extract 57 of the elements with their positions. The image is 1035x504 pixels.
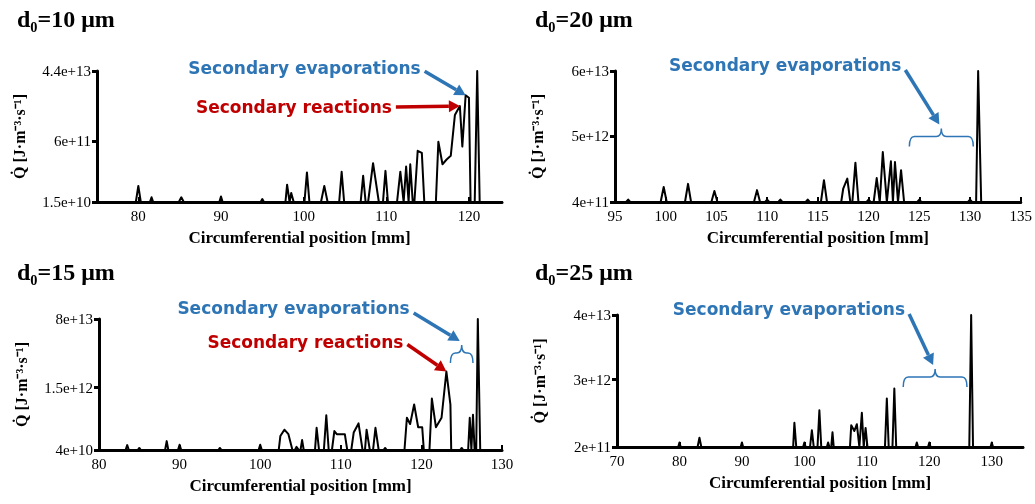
y-tick-label: 1.5e+10 [42,194,91,210]
x-tick-label: 125 [908,207,931,224]
x-tick-label: 95 [607,207,623,224]
x-tick-label: 100 [248,455,272,472]
x-tick-label: 80 [91,455,107,472]
x-tick-label: 135 [1009,207,1032,224]
x-axis-title: Circumferential position [mm] [189,476,412,495]
y-tick-label: 2e+11 [573,439,611,455]
x-axis-title: Circumferential position [mm] [708,473,932,492]
x-tick-label: 100 [793,452,816,469]
x-tick-label: 90 [213,207,229,224]
chart-title: d₀=10 μm [17,6,115,32]
x-axis-title: Circumferential position [mm] [706,228,929,247]
y-tick-label: 6e+13 [571,63,609,79]
x-tick-label: 120 [410,455,433,472]
y-tick-label: 4.4e+13 [42,63,91,79]
x-tick-label: 110 [375,207,398,224]
y-axis-title: Q̇ [J·m⁻³·s⁻¹] [11,342,30,427]
x-tick-label: 120 [918,452,941,469]
y-tick-label: 5e+12 [571,127,609,144]
y-axis-title: Q̇ [J·m⁻³·s⁻¹] [527,94,546,179]
x-tick-label: 100 [654,207,677,224]
y-tick-label: 1.5e+12 [44,379,93,396]
chart-title: d₀=20 μm [535,6,633,32]
annotation: Secondary reactions [207,331,404,352]
y-axis-title: Q̇ [J·m⁻³·s⁻¹] [9,94,28,179]
x-tick-label: 110 [329,455,352,472]
x-tick-label: 110 [855,452,878,469]
x-tick-label: 130 [958,207,982,224]
x-tick-label: 80 [130,207,146,224]
x-tick-label: 110 [756,207,779,224]
x-tick-label: 115 [806,207,829,224]
y-tick-label: 6e+11 [53,133,91,150]
y-axis-title: Q̇ [J·m⁻³·s⁻¹] [529,338,548,424]
x-axis-title: Circumferential position [mm] [188,228,411,247]
annotation: Secondary evaporations [188,58,421,79]
x-tick-label: 90 [172,455,188,472]
x-tick-label: 90 [734,452,750,469]
x-tick-label: 80 [671,452,687,469]
y-tick-label: 3e+12 [573,371,611,388]
y-tick-label: 4e+13 [573,307,611,323]
x-tick-label: 70 [609,452,625,469]
chart-title: d₀=25 μm [535,259,633,285]
y-tick-label: 8e+13 [55,311,93,327]
y-tick-label: 4e+10 [55,442,93,458]
x-tick-label: 120 [857,207,880,224]
annotation: Secondary reactions [195,96,392,117]
x-tick-label: 100 [292,207,315,224]
x-tick-label: 130 [980,452,1004,469]
y-tick-label: 4e+11 [571,194,609,210]
annotation: Secondary evaporations [672,299,906,319]
x-tick-label: 130 [490,455,514,472]
x-tick-label: 105 [705,207,728,224]
x-tick-label: 120 [457,207,481,224]
text: Secondary evaporations [177,298,410,318]
chart-title: d₀=15 μm [17,259,115,285]
annotation: Secondary evaporations [669,55,902,75]
